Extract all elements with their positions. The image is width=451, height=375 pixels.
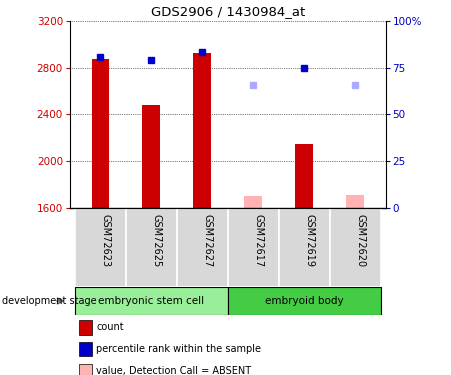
Bar xyxy=(177,208,228,287)
Bar xyxy=(228,287,381,315)
Text: embryoid body: embryoid body xyxy=(265,296,344,306)
Bar xyxy=(295,144,313,208)
Text: GSM72617: GSM72617 xyxy=(253,214,263,267)
Bar xyxy=(143,105,160,208)
Bar xyxy=(75,208,126,287)
Text: count: count xyxy=(96,322,124,332)
Title: GDS2906 / 1430984_at: GDS2906 / 1430984_at xyxy=(151,5,305,18)
Bar xyxy=(75,287,228,315)
Text: development stage: development stage xyxy=(2,296,97,306)
Bar xyxy=(193,54,211,208)
Text: GSM72619: GSM72619 xyxy=(304,214,314,267)
Text: value, Detection Call = ABSENT: value, Detection Call = ABSENT xyxy=(96,366,251,375)
Bar xyxy=(244,196,262,208)
Text: GSM72620: GSM72620 xyxy=(355,214,365,267)
Text: GSM72625: GSM72625 xyxy=(152,214,161,268)
Text: embryonic stem cell: embryonic stem cell xyxy=(98,296,204,306)
Text: percentile rank within the sample: percentile rank within the sample xyxy=(96,344,261,354)
Text: GSM72623: GSM72623 xyxy=(101,214,110,267)
Bar xyxy=(330,208,381,287)
Bar xyxy=(92,59,110,208)
Bar xyxy=(228,208,279,287)
Bar xyxy=(346,195,364,208)
Text: GSM72627: GSM72627 xyxy=(202,214,212,268)
Bar xyxy=(279,208,330,287)
Bar xyxy=(126,208,177,287)
